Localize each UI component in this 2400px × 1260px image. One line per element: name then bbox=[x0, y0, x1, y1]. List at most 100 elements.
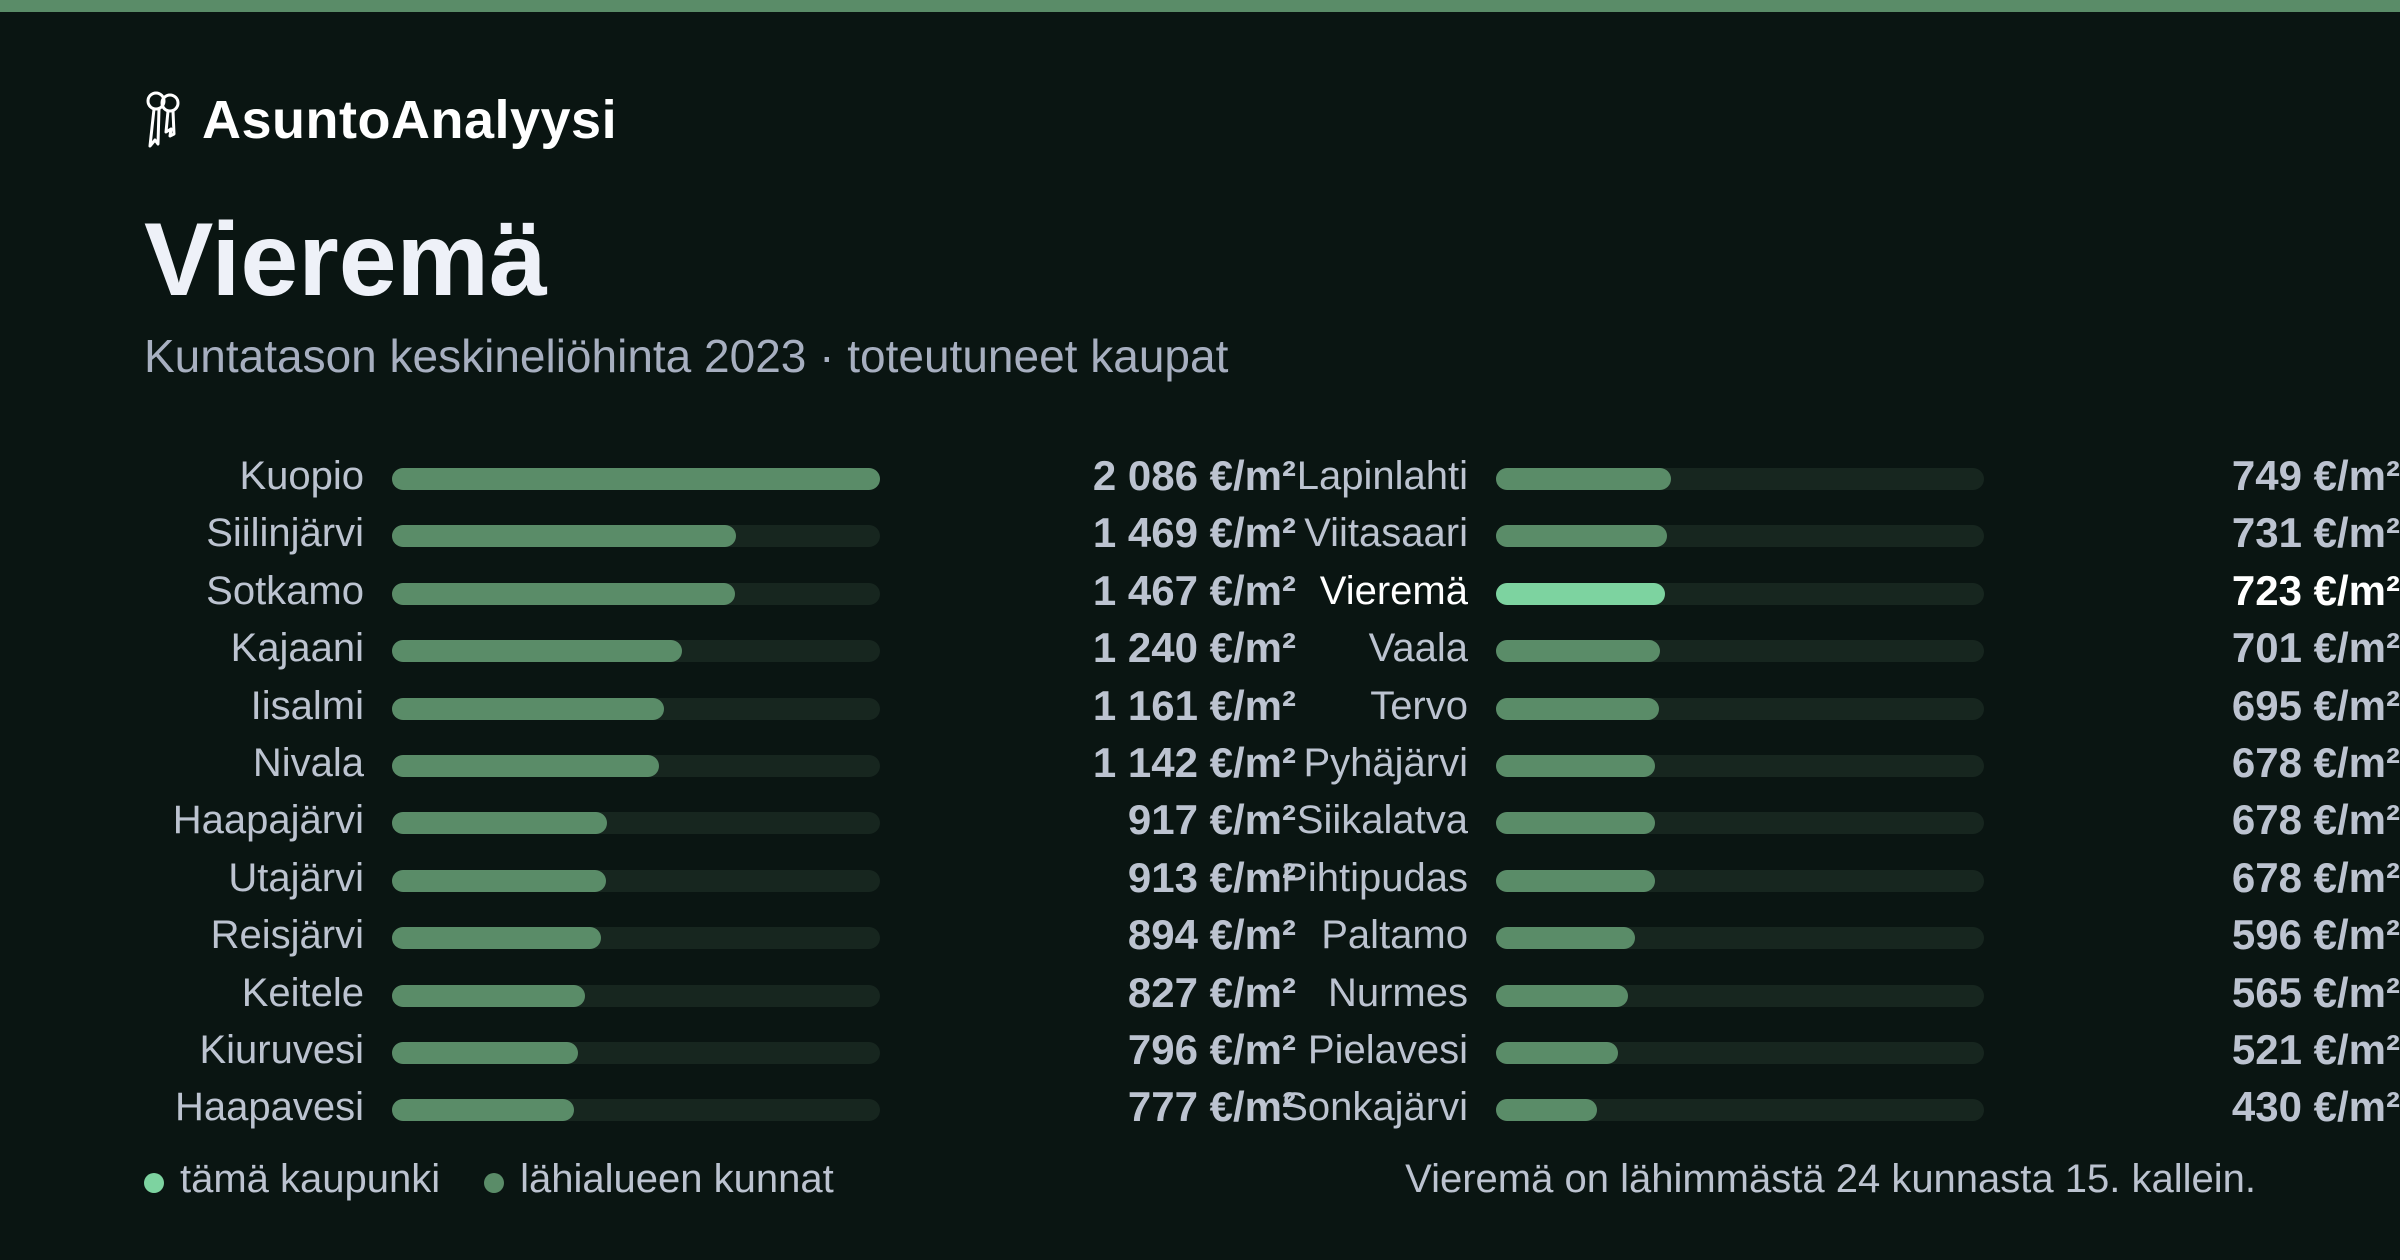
bar-track bbox=[392, 640, 880, 663]
brand-name: AsuntoAnalyysi bbox=[202, 90, 618, 150]
bar-track bbox=[392, 582, 880, 605]
municipality-label: Iisalmi bbox=[250, 683, 364, 728]
price-value-label: 894 €/m² bbox=[1127, 911, 1296, 959]
bar bbox=[1496, 525, 1667, 548]
bar-track bbox=[1496, 927, 1984, 950]
price-value-label: 678 €/m² bbox=[2231, 853, 2400, 901]
bar-track bbox=[392, 468, 880, 490]
bar bbox=[392, 984, 586, 1007]
municipality-label: Siikalatva bbox=[1296, 798, 1468, 843]
municipality-label: Nurmes bbox=[1327, 970, 1468, 1015]
bar bbox=[392, 582, 736, 605]
bar bbox=[392, 755, 660, 777]
legend-label: lähialueen kunnat bbox=[520, 1156, 834, 1201]
bar-track bbox=[392, 1042, 880, 1064]
bar bbox=[1496, 1099, 1597, 1122]
municipality-label: Pyhäjärvi bbox=[1303, 741, 1468, 785]
bar-track bbox=[1496, 755, 1984, 777]
price-value-label: 521 €/m² bbox=[2231, 1026, 2400, 1073]
price-value-label: 565 €/m² bbox=[2231, 968, 2400, 1016]
bar-track bbox=[392, 697, 880, 720]
bar bbox=[392, 927, 602, 950]
price-value-label: 678 €/m² bbox=[2231, 796, 2400, 844]
bar bbox=[392, 1099, 574, 1122]
price-value-label: 430 €/m² bbox=[2231, 1083, 2400, 1131]
bar bbox=[392, 1042, 579, 1064]
bar-track bbox=[392, 984, 880, 1007]
municipality-label: Keitele bbox=[241, 970, 364, 1015]
bar-track bbox=[1496, 640, 1984, 663]
ranking-footnote: Vieremä on lähimmästä 24 kunnasta 15. ka… bbox=[1405, 1157, 2256, 1201]
bar bbox=[1496, 468, 1672, 490]
price-value-label: 1 142 €/m² bbox=[1092, 739, 1296, 786]
municipality-label: Paltamo bbox=[1321, 913, 1468, 958]
legend-dot-highlight bbox=[144, 1173, 164, 1193]
price-value-label: 1 467 €/m² bbox=[1092, 566, 1296, 614]
municipality-label: Sotkamo bbox=[206, 568, 364, 613]
price-value-label: 2 086 €/m² bbox=[1092, 452, 1296, 499]
municipality-label: Pihtipudas bbox=[1281, 855, 1468, 900]
price-value-label: 596 €/m² bbox=[2231, 911, 2400, 959]
bar bbox=[392, 525, 736, 548]
bar bbox=[392, 468, 880, 490]
bar bbox=[1496, 869, 1655, 892]
price-value-label: 827 €/m² bbox=[1127, 968, 1296, 1016]
bar-track bbox=[1496, 869, 1984, 892]
municipality-label: Viitasaari bbox=[1304, 511, 1468, 556]
bar bbox=[1496, 755, 1655, 777]
price-value-label: 917 €/m² bbox=[1127, 796, 1296, 844]
municipality-label: Utajärvi bbox=[228, 855, 364, 900]
bar-track bbox=[392, 1099, 880, 1122]
bar-track bbox=[392, 869, 880, 892]
bar-track bbox=[392, 927, 880, 950]
bar-track bbox=[1496, 984, 1984, 1007]
municipality-label: Kuopio bbox=[239, 454, 364, 498]
page-title: Vieremä bbox=[144, 202, 547, 318]
bar bbox=[392, 697, 664, 720]
bar bbox=[392, 812, 607, 835]
municipality-label: Haapajärvi bbox=[172, 798, 364, 843]
bar-track bbox=[1496, 582, 1984, 605]
municipality-label: Haapavesi bbox=[174, 1085, 364, 1130]
bar-track bbox=[1496, 468, 1984, 490]
municipality-label: Vieremä bbox=[1319, 568, 1468, 613]
price-value-label: 695 €/m² bbox=[2231, 681, 2400, 729]
bar bbox=[392, 640, 683, 663]
keys-icon bbox=[144, 90, 182, 150]
price-value-label: 777 €/m² bbox=[1127, 1083, 1296, 1131]
price-value-label: 1 240 €/m² bbox=[1092, 624, 1296, 672]
bar-track bbox=[1496, 1042, 1984, 1064]
legend-item-nearby: lähialueen kunnat bbox=[484, 1157, 834, 1202]
bar bbox=[1496, 812, 1655, 835]
municipality-label: Reisjärvi bbox=[210, 913, 364, 958]
bar-track bbox=[392, 525, 880, 548]
bar-track bbox=[392, 755, 880, 777]
price-value-label: 796 €/m² bbox=[1127, 1026, 1296, 1073]
municipality-label: Siilinjärvi bbox=[206, 511, 364, 556]
bar bbox=[1496, 640, 1660, 663]
municipality-label: Kajaani bbox=[230, 626, 364, 671]
bar bbox=[1496, 582, 1666, 605]
price-value-label: 731 €/m² bbox=[2231, 509, 2400, 557]
price-value-label: 701 €/m² bbox=[2231, 624, 2400, 672]
bar bbox=[1496, 1042, 1618, 1064]
top-accent-bar bbox=[0, 0, 2400, 12]
municipality-label: Tervo bbox=[1370, 683, 1468, 728]
bar-track bbox=[392, 812, 880, 835]
bar bbox=[392, 869, 606, 892]
municipality-label: Pielavesi bbox=[1307, 1028, 1468, 1072]
price-value-label: 749 €/m² bbox=[2231, 452, 2400, 499]
municipality-label: Kiuruvesi bbox=[199, 1028, 364, 1072]
municipality-label: Sonkajärvi bbox=[1281, 1085, 1468, 1130]
bar-track bbox=[1496, 697, 1984, 720]
price-value-label: 678 €/m² bbox=[2231, 739, 2400, 786]
bar bbox=[1496, 927, 1636, 950]
bar bbox=[1496, 697, 1659, 720]
page-subtitle: Kuntatason keskineliöhinta 2023 · toteut… bbox=[144, 330, 1229, 382]
municipality-label: Lapinlahti bbox=[1296, 454, 1468, 498]
bar-track bbox=[1496, 812, 1984, 835]
municipality-label: Vaala bbox=[1368, 626, 1468, 671]
legend-item-this-city: tämä kaupunki bbox=[144, 1157, 440, 1202]
municipality-label: Nivala bbox=[252, 741, 364, 785]
